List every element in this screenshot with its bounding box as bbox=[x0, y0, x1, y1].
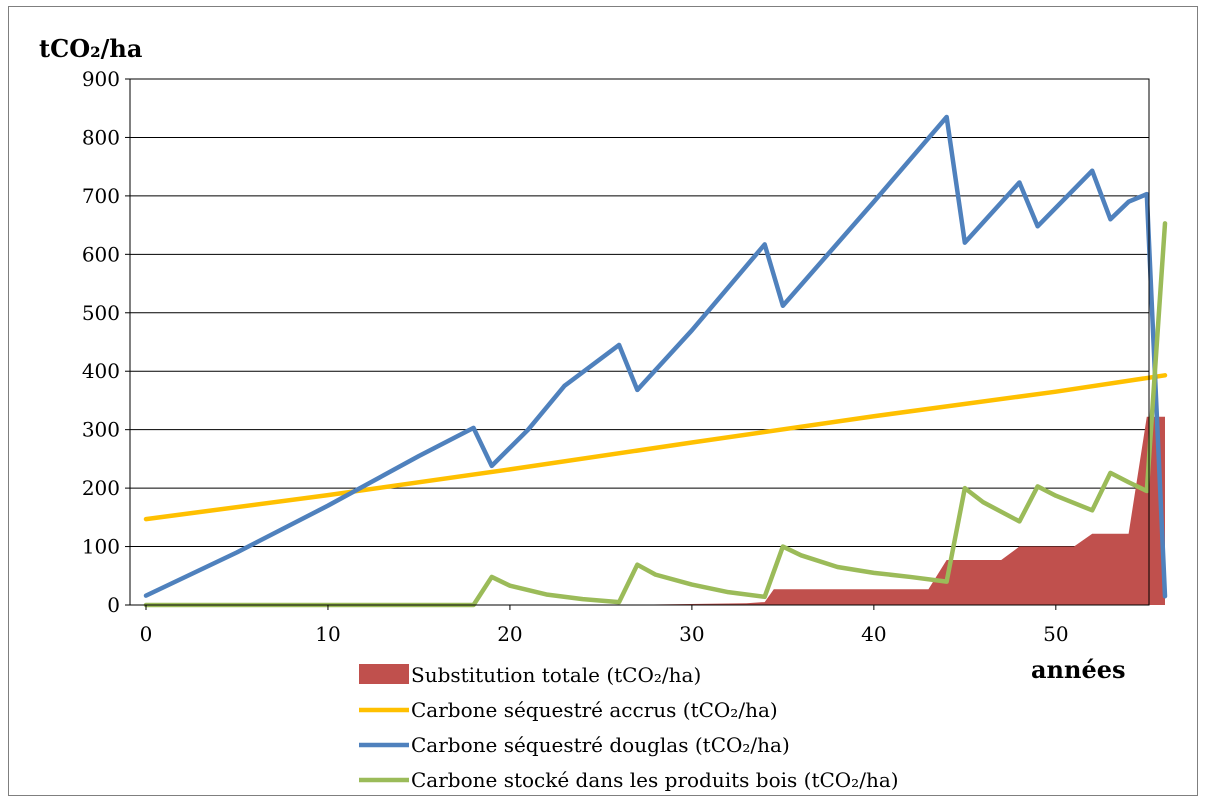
series-line-3 bbox=[143, 221, 1168, 608]
x-tick-label: 20 bbox=[497, 622, 522, 646]
chart-frame: 0 100 200 300 400 500 600 700 800 900 0 10 20 30 40 50 … bbox=[8, 6, 1198, 796]
y-tick-label: 800 bbox=[82, 125, 120, 149]
x-tick-label: 30 bbox=[679, 622, 704, 646]
x-tick-label: 0 bbox=[140, 622, 153, 646]
legend-swatch bbox=[359, 664, 409, 684]
legend: Substitution totale (tCO₂/ha) Carbone séq… bbox=[359, 663, 899, 792]
x-axis-title: années bbox=[1031, 655, 1126, 684]
y-tick-label: 200 bbox=[82, 476, 120, 500]
y-tick-label: 900 bbox=[82, 67, 120, 91]
y-tick-label: 500 bbox=[82, 301, 120, 325]
legend-label: Substitution totale (tCO₂/ha) bbox=[411, 663, 701, 687]
series-area-substitution bbox=[146, 416, 1165, 605]
x-tick-label: 50 bbox=[1043, 622, 1068, 646]
series-layer bbox=[143, 114, 1168, 608]
x-tick-label: 40 bbox=[861, 622, 886, 646]
axes: 0 100 200 300 400 500 600 700 800 900 0 10 20 30 40 50 bbox=[82, 67, 1150, 646]
y-axis-title: tCO₂/ha bbox=[39, 34, 142, 63]
y-tick-label: 100 bbox=[82, 535, 120, 559]
y-tick-label: 700 bbox=[82, 184, 120, 208]
legend-label: Carbone séquestré douglas (tCO₂/ha) bbox=[411, 733, 790, 757]
x-tick-label: 10 bbox=[315, 622, 340, 646]
y-tick-label: 600 bbox=[82, 242, 120, 266]
legend-label: Carbone séquestré accrus (tCO₂/ha) bbox=[411, 698, 778, 722]
y-tick-label: 300 bbox=[82, 418, 120, 442]
series-line-1 bbox=[143, 373, 1168, 522]
legend-label: Carbone stocké dans les produits bois (t… bbox=[411, 768, 899, 792]
gridlines bbox=[130, 136, 1149, 548]
y-tick-label: 0 bbox=[107, 593, 120, 617]
plot-area bbox=[129, 78, 1150, 606]
series-line-2 bbox=[143, 114, 1168, 599]
y-tick-label: 400 bbox=[82, 359, 120, 383]
